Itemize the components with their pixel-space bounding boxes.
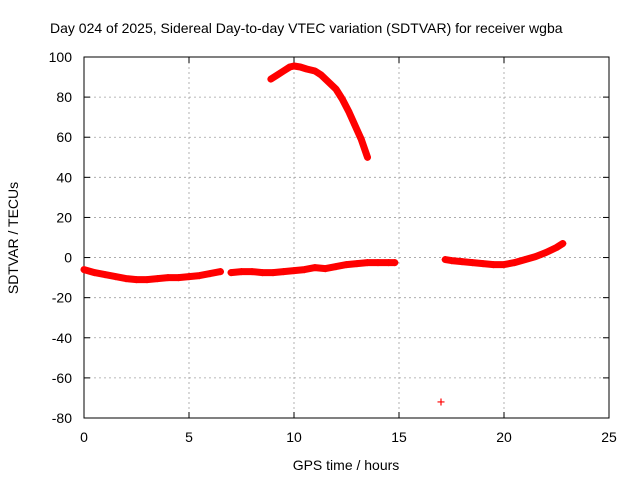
y-tick-label: -60 bbox=[52, 370, 72, 386]
data-point bbox=[553, 244, 560, 252]
series-track-2 bbox=[227, 259, 399, 277]
series-track-1 bbox=[80, 266, 224, 284]
chart-title: Day 024 of 2025, Sidereal Day-to-day VTE… bbox=[50, 20, 563, 36]
data-point bbox=[303, 65, 311, 73]
data-point bbox=[185, 273, 193, 281]
data-point bbox=[343, 261, 350, 269]
y-tick-label: 20 bbox=[56, 209, 72, 225]
data-point bbox=[511, 259, 518, 267]
data-point bbox=[322, 265, 329, 273]
data-point bbox=[500, 261, 508, 269]
data-point bbox=[217, 268, 224, 276]
data-point bbox=[290, 267, 298, 275]
data-point bbox=[154, 275, 161, 283]
grid-lines bbox=[84, 57, 609, 418]
x-tick-label: 5 bbox=[185, 429, 193, 445]
y-tick-labels: -80 -60 -40 -20 0 20 40 60 80 100 bbox=[49, 49, 73, 426]
data-point bbox=[112, 273, 119, 281]
x-tick-label: 20 bbox=[496, 429, 512, 445]
y-tick-label: 60 bbox=[56, 129, 72, 145]
y-tick-label: 0 bbox=[64, 250, 72, 266]
series-track-4 bbox=[441, 240, 567, 269]
data-point bbox=[296, 63, 304, 71]
x-tick-labels: 0 5 10 15 20 25 bbox=[80, 429, 617, 445]
data-point bbox=[345, 107, 353, 115]
data-point bbox=[259, 269, 266, 277]
data-point bbox=[286, 63, 294, 71]
data-point bbox=[324, 77, 332, 85]
y-tick-label: 80 bbox=[56, 89, 72, 105]
data-point bbox=[441, 256, 449, 264]
data-point bbox=[448, 257, 455, 265]
data-point bbox=[469, 259, 476, 267]
data-point bbox=[364, 259, 371, 267]
data-point bbox=[80, 266, 88, 274]
data-point bbox=[248, 268, 256, 276]
series-outlier bbox=[437, 398, 445, 406]
data-point bbox=[238, 268, 245, 276]
data-point bbox=[364, 153, 371, 161]
data-point bbox=[122, 275, 130, 283]
data-point bbox=[196, 272, 203, 280]
y-tick-label: 40 bbox=[56, 169, 72, 185]
data-point bbox=[458, 258, 466, 266]
data-point bbox=[490, 261, 497, 269]
data-series bbox=[80, 62, 567, 406]
x-tick-label: 15 bbox=[391, 429, 407, 445]
data-point bbox=[269, 269, 277, 277]
x-tick-label: 0 bbox=[80, 429, 88, 445]
data-point bbox=[280, 268, 287, 276]
data-point bbox=[385, 259, 392, 267]
data-point bbox=[101, 271, 109, 279]
data-point bbox=[479, 260, 487, 268]
data-point bbox=[133, 276, 140, 284]
data-point bbox=[311, 264, 319, 272]
data-point bbox=[267, 75, 275, 83]
data-point bbox=[332, 85, 340, 93]
x-axis-label: GPS time / hours bbox=[293, 457, 400, 473]
y-tick-label: -80 bbox=[52, 410, 72, 426]
data-point bbox=[338, 95, 346, 103]
data-point bbox=[206, 270, 214, 278]
data-point bbox=[280, 67, 287, 75]
data-point bbox=[521, 256, 529, 264]
series-track-3 bbox=[267, 62, 371, 161]
data-point bbox=[437, 398, 445, 406]
y-tick-label: 100 bbox=[49, 49, 73, 65]
x-tick-label: 10 bbox=[286, 429, 302, 445]
axis-ticks bbox=[83, 56, 610, 419]
data-point bbox=[227, 269, 235, 277]
data-point bbox=[351, 121, 359, 129]
data-point bbox=[374, 259, 382, 267]
y-axis-label: SDTVAR / TECUs bbox=[5, 182, 21, 294]
data-point bbox=[164, 274, 172, 282]
data-point bbox=[143, 276, 151, 284]
data-point bbox=[301, 266, 308, 274]
data-point bbox=[317, 71, 325, 79]
data-point bbox=[273, 71, 281, 79]
data-point bbox=[532, 253, 539, 261]
series-line bbox=[267, 62, 371, 161]
data-point bbox=[559, 240, 567, 248]
y-tick-label: -20 bbox=[52, 290, 72, 306]
data-point bbox=[357, 135, 365, 143]
x-tick-label: 25 bbox=[601, 429, 617, 445]
plot-area bbox=[83, 56, 610, 419]
data-point bbox=[391, 259, 399, 267]
data-point bbox=[311, 67, 319, 75]
data-point bbox=[542, 249, 550, 257]
data-point bbox=[175, 274, 182, 282]
data-point bbox=[91, 269, 98, 277]
y-tick-label: -40 bbox=[52, 330, 72, 346]
data-point bbox=[353, 260, 361, 268]
data-point bbox=[332, 263, 340, 271]
data-point bbox=[290, 62, 298, 70]
